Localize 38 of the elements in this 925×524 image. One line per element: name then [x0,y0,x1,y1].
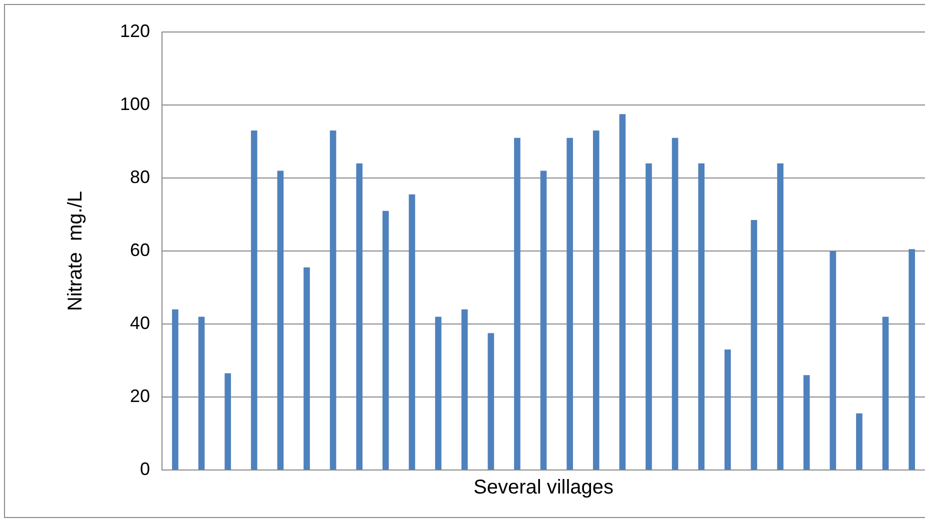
bar [540,170,547,470]
bar [461,309,468,470]
bar [777,163,784,470]
bar [224,373,231,470]
bar [908,249,916,470]
y-tick-label: 60 [130,240,150,260]
bar [724,350,731,470]
y-tick-label: 120 [120,20,150,41]
bar [330,130,336,470]
bar [619,114,626,470]
bar [566,138,573,470]
y-tick-label: 100 [120,94,150,114]
bar [803,375,810,470]
bar [250,130,258,470]
bar [750,220,758,470]
bar [672,138,678,470]
x-axis-title: Several villages [473,476,614,499]
bar [356,163,363,470]
y-tick-label: 20 [130,386,150,406]
bar [646,163,652,470]
bar [277,170,284,470]
y-tick-label: 40 [130,312,150,333]
y-tick-label: 0 [140,458,150,479]
bar [198,316,205,470]
y-axis-title: Nitrate mg./L [64,190,87,312]
bar [408,194,416,470]
bar [856,413,862,470]
bar [382,210,389,470]
bar [172,309,178,470]
y-tick-label: 80 [130,166,150,187]
bar [514,138,520,470]
bar [698,163,705,470]
bar [592,130,600,470]
bar [435,316,442,470]
bar [304,267,310,470]
bar [830,251,836,470]
bar [882,316,889,470]
bar [488,333,494,470]
